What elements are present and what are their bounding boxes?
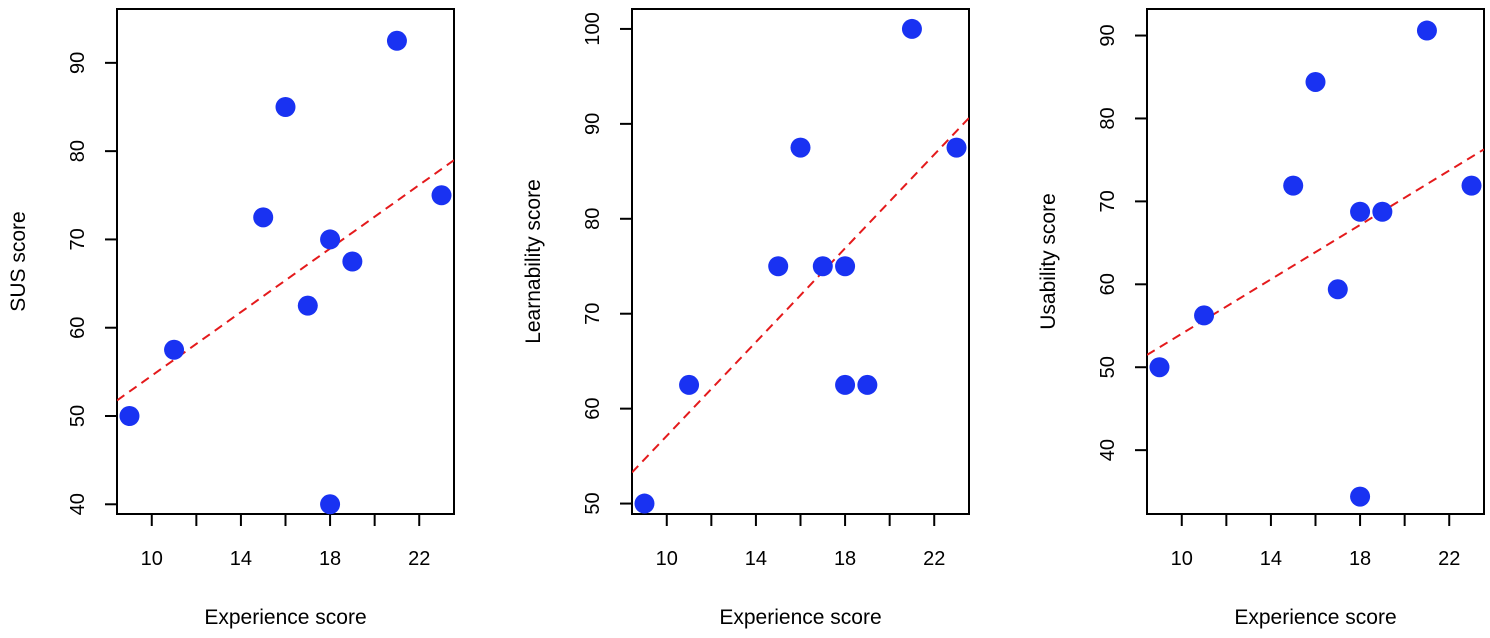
data-point — [275, 96, 296, 117]
regression-line — [117, 159, 454, 402]
plot-frame — [631, 8, 970, 515]
x-tick-label: 10 — [656, 548, 678, 570]
x-tick-label: 18 — [319, 548, 341, 570]
x-tick-label: 10 — [1171, 548, 1193, 570]
x-tick-label: 22 — [408, 548, 430, 570]
y-tick-label: 50 — [67, 405, 89, 427]
y-tick-label: 60 — [1097, 273, 1119, 295]
x-tick-label: 22 — [923, 548, 945, 570]
data-point — [901, 18, 922, 39]
x-tick-label: 14 — [230, 548, 252, 570]
regression-line — [1147, 148, 1484, 356]
y-tick-label: 60 — [67, 317, 89, 339]
data-point — [253, 207, 274, 228]
data-point — [835, 256, 856, 277]
y-tick-label: 80 — [67, 140, 89, 162]
data-point — [790, 137, 811, 158]
y-tick-label: 70 — [67, 228, 89, 250]
x-tick-label: 18 — [1349, 548, 1371, 570]
data-point — [386, 30, 407, 51]
data-point — [812, 256, 833, 277]
x-tick-label: 14 — [745, 548, 767, 570]
data-point — [297, 295, 318, 316]
data-point — [320, 494, 341, 515]
y-tick-label: 90 — [582, 113, 604, 135]
data-point — [1416, 20, 1437, 41]
data-point — [1372, 201, 1393, 222]
y-axis-label: Learnability score — [522, 179, 545, 344]
data-point — [1283, 175, 1304, 196]
panel-learnability-score: 10 14 18 22 50 60 70 80 90 100 Experience score Lea… — [522, 8, 970, 629]
data-point — [119, 406, 140, 427]
data-point — [431, 185, 452, 206]
y-tick-label: 100 — [582, 12, 604, 45]
data-point — [857, 374, 878, 395]
y-axis-label: SUS score — [7, 211, 30, 311]
y-tick-label: 70 — [1097, 190, 1119, 212]
x-tick-label: 18 — [834, 548, 856, 570]
x-axis-label: Experience score — [1234, 606, 1396, 629]
data-point — [164, 339, 185, 360]
y-tick-label: 40 — [1097, 439, 1119, 461]
data-point — [679, 374, 700, 395]
data-point — [342, 251, 363, 272]
data-point — [1461, 175, 1482, 196]
y-tick-label: 70 — [582, 303, 604, 325]
y-tick-label: 50 — [582, 492, 604, 514]
y-tick-label: 90 — [67, 52, 89, 74]
panel-sus-score: 10 14 18 22 40 50 60 70 80 90 Experience score SUS … — [7, 8, 455, 629]
x-tick-label: 10 — [141, 548, 163, 570]
data-point — [1194, 305, 1215, 326]
y-tick-label: 80 — [582, 208, 604, 230]
regression-line — [632, 117, 969, 474]
data-point — [1305, 71, 1326, 92]
data-point — [634, 493, 655, 514]
y-tick-label: 40 — [67, 493, 89, 515]
data-point — [1350, 201, 1371, 222]
y-axis-label: Usability score — [1037, 193, 1060, 330]
x-tick-label: 22 — [1438, 548, 1460, 570]
x-axis-label: Experience score — [719, 606, 881, 629]
y-tick-label: 90 — [1097, 24, 1119, 46]
y-tick-label: 80 — [1097, 107, 1119, 129]
data-point — [1327, 279, 1348, 300]
data-point — [1350, 486, 1371, 507]
panel-usability-score: 10 14 18 22 40 50 60 70 80 90 Experience score Usab… — [1037, 8, 1485, 629]
x-tick-label: 14 — [1260, 548, 1282, 570]
data-point — [320, 229, 341, 250]
data-point — [768, 256, 789, 277]
data-point — [835, 374, 856, 395]
y-tick-label: 50 — [1097, 356, 1119, 378]
data-point — [946, 137, 967, 158]
x-axis-label: Experience score — [204, 606, 366, 629]
data-point — [1149, 357, 1170, 378]
plot-frame — [116, 8, 455, 515]
y-tick-label: 60 — [582, 398, 604, 420]
